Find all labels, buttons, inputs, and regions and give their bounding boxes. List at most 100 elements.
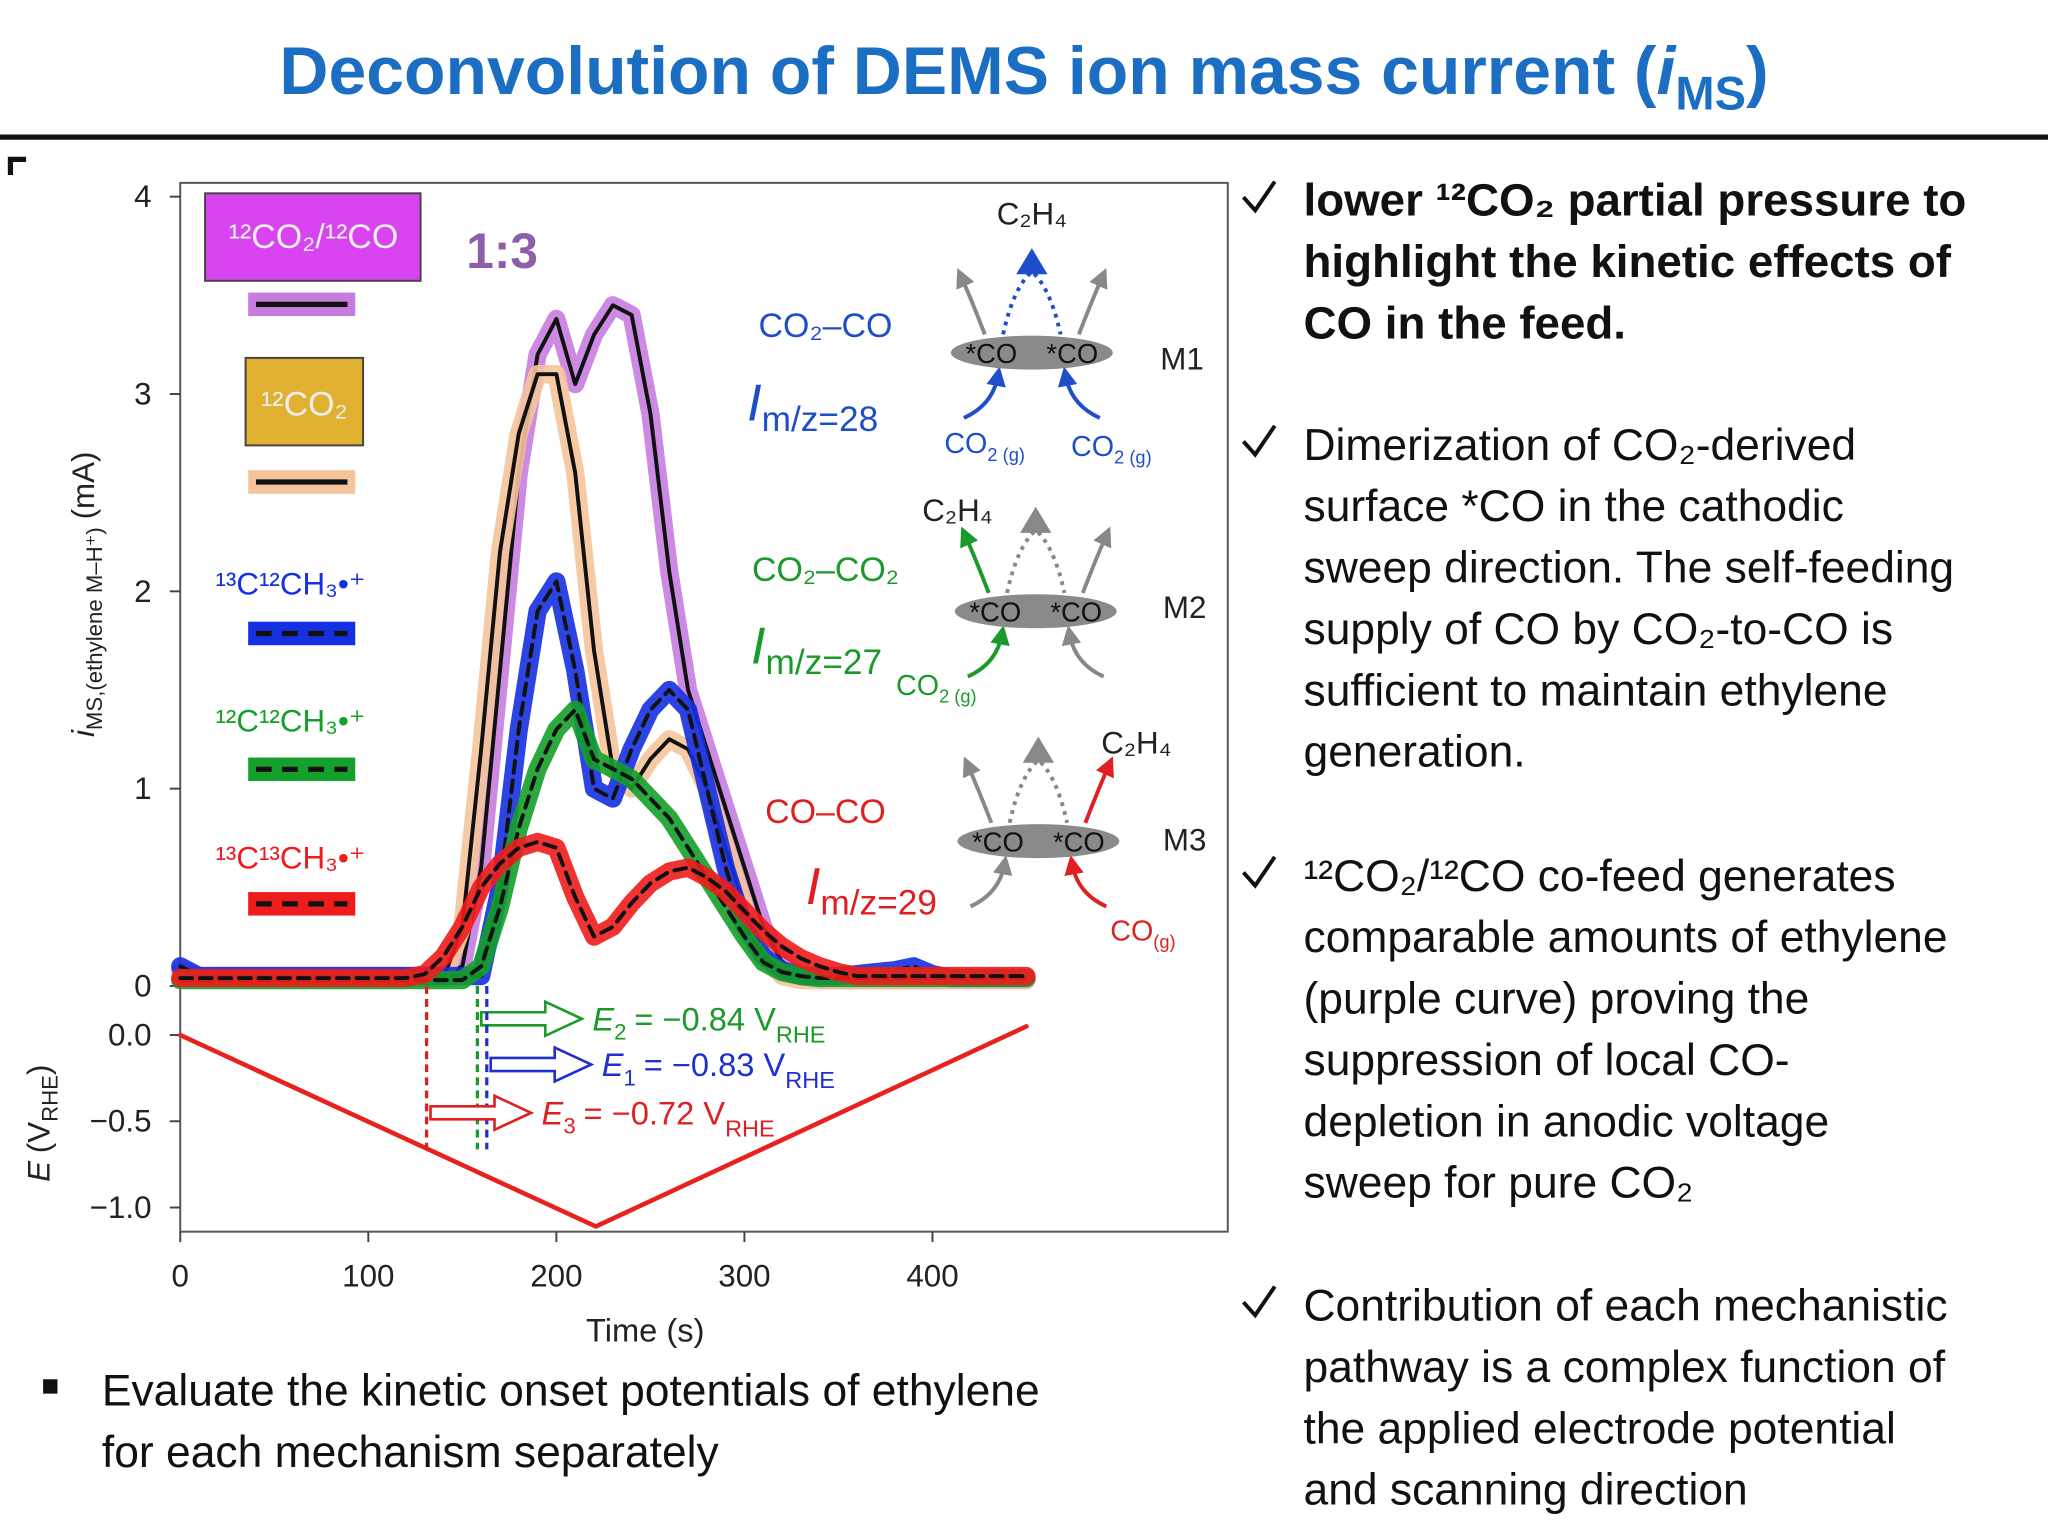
x-axis-label: Time (s) (586, 1311, 704, 1348)
product-arrow-head (1020, 506, 1052, 533)
current-label-part: I (747, 375, 762, 433)
feed-label-part: CO (1110, 915, 1153, 947)
bullet-text: suppression of local CO- (1304, 1036, 1790, 1085)
product-label: C₂H₄ (922, 493, 992, 528)
adsorbate-label: *CO (972, 827, 1024, 858)
legend-label: ¹³C¹²CH₃•⁺ (216, 566, 366, 601)
adsorbate-label: *CO (965, 338, 1017, 369)
onset-arrow (429, 1093, 535, 1132)
y-axis-label-part: (V (22, 1122, 57, 1153)
check-mark (1241, 1285, 1277, 1319)
y-axis-label-part: MS,(ethylene M–H⁺) (82, 527, 107, 730)
y-tick-label: 1 (134, 771, 151, 806)
onset-label-part: E (542, 1095, 565, 1132)
pathway-label: CO₂–CO₂ (752, 551, 899, 589)
bullet-text: Contribution of each mechanistic (1304, 1281, 1948, 1330)
corner-mark (7, 156, 27, 176)
onset-label-part: RHE (725, 1115, 775, 1141)
feed-arrow (963, 366, 1006, 420)
feed-label: CO(g) (1110, 915, 1175, 952)
bullet-text: pathway is a complex function of (1304, 1343, 1946, 1392)
series-line (178, 839, 1029, 980)
adsorbate-label: *CO (1050, 597, 1102, 628)
y-tick-label: 0.0 (108, 1017, 152, 1052)
legend-label: ¹²CO₂ (261, 385, 348, 423)
onset-label: E2 = −0.84 VRHE (592, 1001, 825, 1048)
feed-label-part: CO (944, 428, 987, 460)
legend-swatch (248, 757, 356, 782)
bullet-text: comparable amounts of ethylene (1304, 913, 1948, 962)
feed-label-part: (g) (1153, 931, 1175, 952)
current-label-part: I (751, 618, 766, 676)
slide-title-part: ) (1746, 34, 1769, 109)
slide-title-part: MS (1675, 67, 1746, 120)
y-axis-label-part: (mA) (66, 452, 101, 520)
outlet-arrow (956, 267, 987, 336)
bullet-text: Evaluate the kinetic onset potentials of… (102, 1366, 1040, 1415)
feed-label-part: 2 (g) (987, 444, 1025, 465)
onset-label-part: E (602, 1046, 625, 1083)
slide-title-part: Deconvolution of DEMS ion mass current ( (279, 34, 1657, 109)
bullet-text: and scanning direction (1304, 1466, 1748, 1515)
catalyst-surface (957, 824, 1120, 859)
onset-label-part: RHE (776, 1021, 826, 1047)
y-axis-label-part: i (66, 729, 101, 737)
bullet-text: for each mechanism separately (102, 1428, 720, 1477)
bullet-text: sweep for pure CO₂ (1304, 1159, 1694, 1208)
legend-swatch (248, 621, 356, 646)
mechanism-name: M1 (1160, 342, 1204, 377)
current-label-part: m/z=28 (762, 400, 879, 439)
onset-label: E1 = −0.83 VRHE (602, 1046, 835, 1093)
feed-label: CO2 (g) (1071, 431, 1152, 468)
current-label-part: m/z=27 (766, 643, 883, 682)
current-label: Im/z=29 (806, 858, 937, 922)
outlet-arrow (1083, 756, 1114, 824)
bullet-text: depletion in anodic voltage (1304, 1097, 1830, 1146)
mechanism-name: M2 (1163, 590, 1207, 625)
legend-box (204, 192, 422, 282)
check-mark (1241, 180, 1277, 214)
y-axis-label-part: ) (22, 1065, 57, 1075)
catalyst-surface (954, 594, 1117, 629)
y-tick-label: 0 (134, 968, 151, 1003)
legend-label: ¹³C¹³CH₃•⁺ (216, 841, 366, 876)
outlet-arrow (1080, 526, 1112, 594)
bullet-text: generation. (1304, 728, 1526, 777)
feed-arrow (1064, 855, 1108, 909)
current-label: Im/z=28 (747, 375, 878, 439)
product-label: C₂H₄ (997, 197, 1067, 232)
slide-title-part: i (1657, 34, 1678, 109)
onset-label-part: RHE (785, 1067, 835, 1093)
outlet-arrow (962, 756, 994, 824)
y-tick-label: 4 (134, 179, 151, 214)
x-tick-label: 200 (530, 1259, 582, 1294)
feed-label-part: 2 (g) (1114, 447, 1152, 468)
onset-label-part: E (592, 1001, 615, 1038)
onset-arrow (479, 999, 585, 1038)
y-axis-label: iMS,(ethylene M–H⁺) (mA) (66, 452, 107, 738)
bullet-text: (purple curve) proving the (1304, 975, 1810, 1024)
onset-label-part: = −0.72 V (584, 1095, 726, 1132)
y-tick-label: 3 (134, 376, 151, 411)
mechanism-name: M3 (1163, 822, 1207, 857)
bullet-text: lower ¹²CO₂ partial pressure to (1304, 175, 1967, 226)
adsorbate-label: *CO (969, 597, 1021, 628)
x-tick-label: 100 (342, 1259, 394, 1294)
legend-label: ¹²C¹²CH₃•⁺ (216, 703, 366, 738)
current-label-part: m/z=29 (820, 883, 937, 922)
current-label: Im/z=27 (751, 618, 882, 682)
feed-arrow (1061, 625, 1105, 679)
adsorbate-label: *CO (1053, 827, 1105, 858)
feed-arrow (969, 855, 1013, 909)
pathway-label: CO₂–CO (759, 307, 893, 345)
onset-label-part: 3 (563, 1114, 575, 1139)
plot-frame (179, 181, 1229, 1233)
pathway-label: CO–CO (765, 793, 886, 831)
x-tick-label: 400 (906, 1259, 958, 1294)
x-tick-label: 0 (172, 1259, 189, 1294)
bullet-text: supply of CO by CO₂-to-CO is (1304, 605, 1894, 654)
product-arrow-head (1022, 736, 1055, 763)
current-label-part: I (806, 858, 821, 916)
